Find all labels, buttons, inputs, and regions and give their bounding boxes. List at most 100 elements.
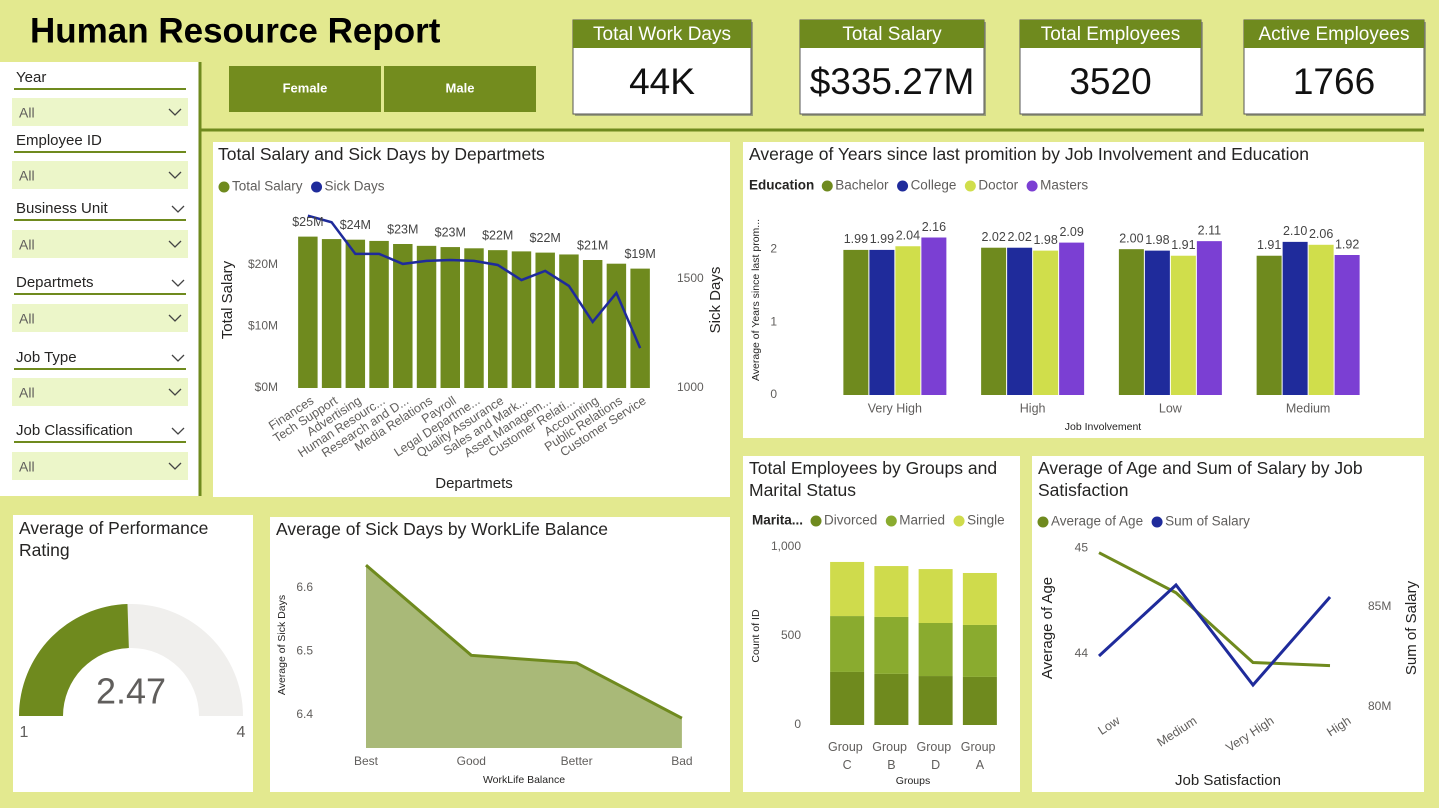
- data-label: $25M: [292, 215, 323, 229]
- chart-title: Average of Sick Days by WorkLife Balance: [276, 519, 609, 539]
- chevron: [168, 314, 182, 322]
- y-tick-label: 1: [770, 314, 777, 328]
- slicer-dropdown[interactable]: [12, 378, 188, 406]
- legend-marker: [885, 515, 897, 527]
- data-label: 2.09: [1059, 225, 1083, 239]
- data-label: $23M: [435, 225, 466, 239]
- card-label: Active Employees: [1258, 24, 1409, 45]
- slicer-label: Job Classification: [16, 422, 133, 439]
- data-label: 1.99: [870, 232, 894, 246]
- filter-button[interactable]: [384, 66, 536, 112]
- legend-marker: [1037, 516, 1049, 528]
- bar: [1144, 250, 1170, 395]
- x-tick-label: Bad: [671, 754, 692, 768]
- bar-segment: [918, 676, 953, 725]
- legend-label: Masters: [1040, 178, 1088, 193]
- gauge-min: 1: [20, 724, 29, 741]
- chart-title: Total Employees by Groups and Marital St…: [749, 458, 998, 500]
- chevron: [171, 354, 185, 362]
- bar: [1196, 241, 1222, 395]
- chart-title: Average of Years since last promition by…: [749, 144, 1310, 164]
- legend-label: Average of Age: [1051, 514, 1143, 529]
- legend-label: Doctor: [978, 178, 1018, 193]
- x-tick-label: Medium: [1286, 401, 1330, 415]
- bar-segment: [830, 616, 865, 672]
- legend-title: Education: [749, 178, 814, 193]
- y-axis-title: Average of Years since last prom...: [750, 219, 762, 381]
- bar: [345, 239, 366, 388]
- filter-button[interactable]: [229, 66, 381, 112]
- card-header: [1020, 20, 1201, 48]
- slicer-label: Employee ID: [16, 132, 102, 149]
- bar: [1282, 241, 1308, 395]
- chevron: [168, 108, 182, 116]
- bar: [981, 247, 1007, 395]
- x-tick-label: High: [1020, 401, 1046, 415]
- legend-label: Total Salary: [232, 179, 303, 194]
- y-tick-label: 500: [781, 628, 801, 642]
- bar: [1308, 244, 1334, 395]
- legend-label: Sick Days: [325, 179, 385, 194]
- y2-axis-title: Sick Days: [707, 267, 724, 334]
- slicer-label: Job Type: [16, 349, 77, 366]
- area-fill: [366, 565, 682, 748]
- data-label: 2.02: [1007, 230, 1031, 244]
- data-label: 2.02: [981, 230, 1005, 244]
- bar: [321, 239, 342, 388]
- slicer-dropdown[interactable]: [12, 304, 188, 332]
- bar: [393, 244, 413, 388]
- chevron: [171, 427, 185, 435]
- slicer-label: Business Unit: [16, 200, 109, 217]
- bar: [606, 263, 627, 388]
- slicer-dropdown[interactable]: [12, 230, 188, 258]
- legend-marker: [821, 180, 833, 192]
- gauge-label: 2.47: [96, 671, 166, 712]
- legend-label: Married: [899, 513, 945, 528]
- bar: [488, 250, 508, 388]
- slicer-value: All: [19, 105, 35, 121]
- legend-label: Divorced: [824, 513, 877, 528]
- slicer-dropdown[interactable]: [12, 161, 188, 189]
- card-header: [800, 20, 984, 48]
- card-label: Total Work Days: [593, 24, 731, 45]
- chart-title: Total Salary and Sick Days by Departmets: [218, 144, 545, 164]
- y2-tick-label: 1000: [677, 380, 704, 394]
- card-value: 1766: [1293, 61, 1375, 102]
- slicer-label: Year: [16, 69, 46, 86]
- bar: [511, 251, 532, 388]
- data-label: 2.10: [1283, 224, 1307, 238]
- slicer-dropdown[interactable]: [12, 452, 188, 480]
- legend-label: Sum of Salary: [1165, 514, 1250, 529]
- bar: [440, 247, 460, 388]
- x-tick-label: Group D: [917, 740, 955, 772]
- bar: [1033, 250, 1059, 395]
- chart-title: Average of Age and Sum of Salary by Job …: [1038, 458, 1363, 500]
- slicer-dropdown[interactable]: [12, 98, 188, 126]
- bar: [869, 249, 895, 395]
- bar: [1118, 249, 1144, 395]
- x-axis-title: Groups: [896, 775, 930, 787]
- x-tick-label: Best: [354, 754, 379, 768]
- bar: [369, 240, 389, 388]
- slicer-value: All: [19, 385, 35, 401]
- y-tick-label: $0M: [255, 380, 278, 394]
- slicer-value: All: [19, 237, 35, 253]
- bar: [630, 268, 650, 388]
- data-label: $23M: [387, 222, 418, 236]
- line: [365, 564, 683, 720]
- card-header: [1244, 20, 1424, 48]
- y-tick-label: 0: [770, 387, 777, 401]
- legend-label: Single: [967, 513, 1005, 528]
- y2-axis-title: Sum of Salary: [1403, 580, 1420, 675]
- data-label: 1.91: [1171, 238, 1195, 252]
- x-tick-label: Better: [561, 754, 593, 768]
- slicer-label: Departmets: [16, 274, 94, 291]
- legend-marker: [810, 515, 822, 527]
- legend-label: Bachelor: [835, 178, 889, 193]
- slicer-value: All: [19, 168, 35, 184]
- data-label: 2.06: [1309, 227, 1333, 241]
- card-label: Total Employees: [1041, 24, 1180, 45]
- data-label: 2.16: [922, 220, 946, 234]
- bar: [464, 248, 484, 388]
